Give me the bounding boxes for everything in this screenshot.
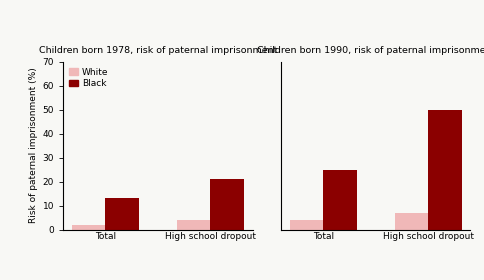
Legend: White, Black: White, Black [67, 66, 110, 90]
Bar [72, 225, 105, 230]
Title: Children born 1990, risk of paternal imprisonment: Children born 1990, risk of paternal imp… [256, 46, 484, 55]
Title: Children born 1978, risk of paternal imprisonment: Children born 1978, risk of paternal imp… [39, 46, 276, 55]
Bar [105, 199, 138, 230]
Bar [210, 179, 243, 230]
Bar [322, 170, 356, 230]
Bar [427, 109, 461, 230]
Bar [394, 213, 427, 230]
Y-axis label: Risk of paternal imprisonment (%): Risk of paternal imprisonment (%) [30, 68, 38, 223]
Bar [289, 220, 322, 230]
Bar [176, 220, 210, 230]
